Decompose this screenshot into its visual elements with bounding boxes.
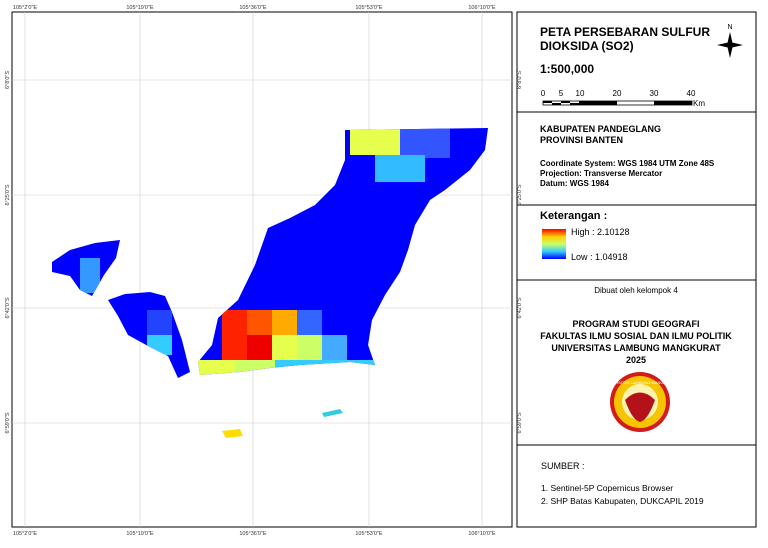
region: PROVINSI BANTEN — [540, 135, 623, 145]
legend-title: Keterangan : — [540, 210, 607, 222]
title: DIOKSIDA (SO2) — [540, 39, 634, 53]
lat-label: 6°59'0"S — [517, 412, 523, 433]
lat-label: 6°25'0"S — [5, 184, 11, 205]
lon-label: 105°53'0"E — [355, 531, 383, 537]
scale-unit: Km — [693, 99, 705, 108]
scale-tick: 20 — [613, 89, 622, 98]
island — [222, 429, 243, 438]
lon-label: 105°19'0"E — [126, 531, 154, 537]
lon-label: 105°53'0"E — [355, 5, 383, 11]
scale-bar — [542, 100, 693, 106]
logo-text: UNIVERSITAS LAMBUNG MANGKURAT — [603, 380, 677, 385]
source: 1. Sentinel-5P Copernicus Browser — [541, 483, 673, 493]
credit: Dibuat oleh kelompok 4 — [594, 286, 678, 295]
lat-label: 6°42'0"S — [517, 297, 523, 318]
scale-tick: 30 — [650, 89, 659, 98]
institution: UNIVERSITAS LAMBUNG MANGKURAT — [551, 343, 721, 353]
lat-label: 6°25'0"S — [517, 184, 523, 205]
lon-label: 106°10'0"E — [468, 5, 496, 11]
institution: FAKULTAS ILMU SOSIAL DAN ILMU POLITIK — [540, 331, 732, 341]
legend-high: High : 2.10128 — [571, 227, 630, 237]
lon-label: 106°10'0"E — [468, 531, 496, 537]
lat-label: 6°8'0"S — [5, 71, 11, 89]
info-panel — [516, 11, 757, 528]
legend-ramp — [542, 229, 566, 259]
projection: Projection: Transverse Mercator — [540, 169, 662, 178]
legend-low: Low : 1.04918 — [571, 252, 628, 262]
projection: Datum: WGS 1984 — [540, 179, 609, 188]
scale-tick: 0 — [541, 89, 546, 98]
north-arrow: N — [717, 24, 743, 58]
lat-label: 6°42'0"S — [5, 297, 11, 318]
lon-label: 105°2'0"E — [13, 5, 37, 11]
university-logo: UNIVERSITAS LAMBUNG MANGKURAT — [603, 372, 677, 432]
scale-tick: 10 — [576, 89, 585, 98]
lon-label: 105°36'0"E — [239, 5, 267, 11]
projection: Coordinate System: WGS 1984 UTM Zone 48S — [540, 159, 715, 168]
institution: 2025 — [626, 355, 646, 365]
lat-label: 6°59'0"S — [5, 412, 11, 433]
source: 2. SHP Batas Kabupaten, DUKCAPIL 2019 — [541, 496, 704, 506]
institution: PROGRAM STUDI GEOGRAFI — [572, 319, 699, 329]
north-label: N — [727, 24, 732, 31]
sources-title: SUMBER : — [541, 461, 585, 471]
scale-tick: 40 — [687, 89, 696, 98]
island — [322, 409, 343, 417]
lat-label: 6°8'0"S — [517, 71, 523, 89]
title: PETA PERSEBARAN SULFUR — [540, 25, 710, 39]
lon-label: 105°2'0"E — [13, 531, 37, 537]
lon-label: 105°19'0"E — [126, 5, 154, 11]
scale: 1:500,000 — [540, 62, 594, 76]
lon-label: 105°36'0"E — [239, 531, 267, 537]
region: KABUPATEN PANDEGLANG — [540, 124, 661, 134]
panel-dividers — [517, 111, 756, 446]
scale-tick: 5 — [559, 89, 564, 98]
